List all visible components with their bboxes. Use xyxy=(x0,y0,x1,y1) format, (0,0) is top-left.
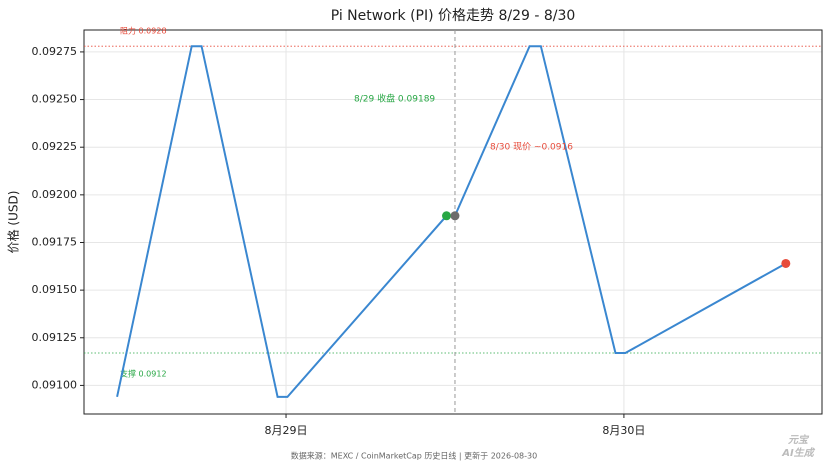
y-tick-label: 0.09250 xyxy=(32,93,78,106)
y-tick-label: 0.09225 xyxy=(32,140,78,153)
footer: 数据来源：MEXC / CoinMarketCap 历史日线 | 更新于 202… xyxy=(291,451,537,461)
reference-label: 支撑 0.0912 xyxy=(120,369,167,379)
x-tick-label: 8月30日 xyxy=(602,424,645,437)
y-tick-label: 0.09100 xyxy=(32,378,78,391)
watermark: AI生成 xyxy=(781,447,815,459)
annotation: 8/30 现价 ~0.0916 xyxy=(490,142,573,153)
watermark: 元宝 xyxy=(788,434,810,446)
y-tick-label: 0.09275 xyxy=(32,45,78,58)
price-line xyxy=(116,45,787,398)
point-marker xyxy=(442,211,452,221)
y-tick-label: 0.09200 xyxy=(32,188,78,201)
y-tick-label: 0.09175 xyxy=(32,235,78,248)
y-tick-label: 0.09150 xyxy=(32,283,78,296)
point-marker xyxy=(450,211,460,221)
annotation: 8/29 收盘 0.09189 xyxy=(354,93,435,105)
plot-frame xyxy=(83,29,823,415)
y-axis-label: 价格 (USD) xyxy=(6,191,21,254)
x-tick-label: 8月29日 xyxy=(265,424,308,437)
chart-title: Pi Network (PI) 价格走势 8/29 - 8/30 xyxy=(331,8,576,24)
y-tick-label: 0.09125 xyxy=(32,331,78,344)
reference-label: 阻力 0.0928 xyxy=(120,26,167,36)
point-marker xyxy=(781,258,791,268)
